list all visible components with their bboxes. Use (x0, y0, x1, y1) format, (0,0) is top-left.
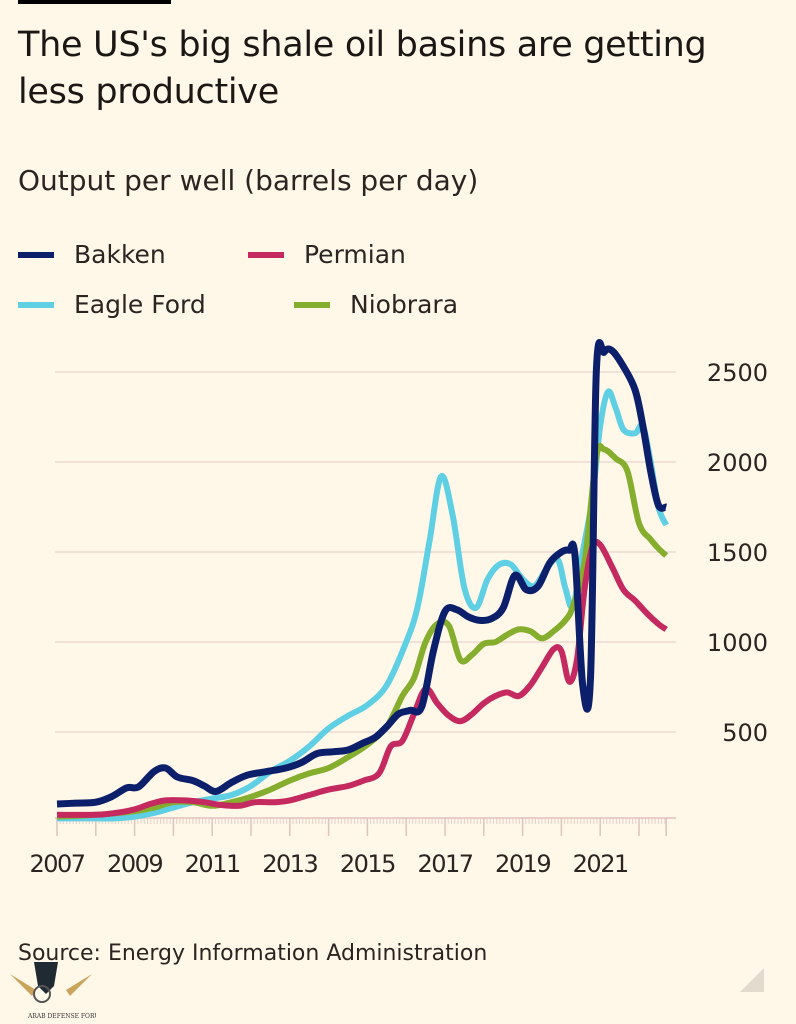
y-tick-label-1000: 1000 (707, 629, 768, 657)
x-tick-label-2007: 2007 (29, 850, 84, 878)
brand-top-bar (18, 0, 171, 4)
y-tick-label-500: 500 (722, 719, 768, 747)
legend-item-bakken: Bakken (18, 240, 166, 269)
legend-swatch-bakken (18, 251, 54, 258)
x-tick-label-2013: 2013 (262, 850, 317, 878)
y-tick-label-1500: 1500 (707, 539, 768, 567)
chart-subtitle: Output per well (barrels per day) (18, 164, 479, 197)
series-line-bakken (56, 339, 668, 808)
legend-item-permian: Permian (248, 240, 406, 269)
x-tick-label-2021: 2021 (573, 850, 628, 878)
watermark-logo: ARAB DEFENSE FORUM (10, 962, 96, 1020)
x-tick-label-2019: 2019 (495, 850, 550, 878)
legend-swatch-niobrara (294, 301, 330, 308)
x-tick-label-2011: 2011 (185, 850, 240, 878)
source-note: Source: Energy Information Administratio… (18, 941, 488, 966)
legend-swatch-eagle-ford (18, 301, 54, 308)
legend-label-bakken: Bakken (74, 240, 166, 269)
chart-title: The US's big shale oil basins are gettin… (18, 25, 707, 112)
wings-icon (10, 974, 92, 996)
copyright-icon (33, 985, 51, 1003)
legend-item-eagle-ford: Eagle Ford (18, 290, 206, 319)
legend-swatch-permian (248, 251, 284, 258)
x-tick-label-2009: 2009 (107, 850, 162, 878)
legend-item-niobrara: Niobrara (294, 290, 458, 319)
legend-label-eagle-ford: Eagle Ford (74, 290, 206, 319)
x-tick-label-2017: 2017 (417, 850, 472, 878)
y-tick-label-2500: 2500 (707, 359, 768, 387)
legend: Bakken Permian Eagle Ford Niobrara (18, 236, 618, 336)
watermark-text: ARAB DEFENSE FORUM (27, 1013, 96, 1020)
y-tick-label-2000: 2000 (707, 449, 768, 477)
series-line-niobrara (56, 442, 669, 820)
legend-label-permian: Permian (304, 240, 406, 269)
corner-mark (740, 968, 764, 992)
legend-label-niobrara: Niobrara (350, 290, 459, 319)
x-tick-label-2015: 2015 (340, 850, 395, 878)
shield-icon (34, 962, 58, 994)
